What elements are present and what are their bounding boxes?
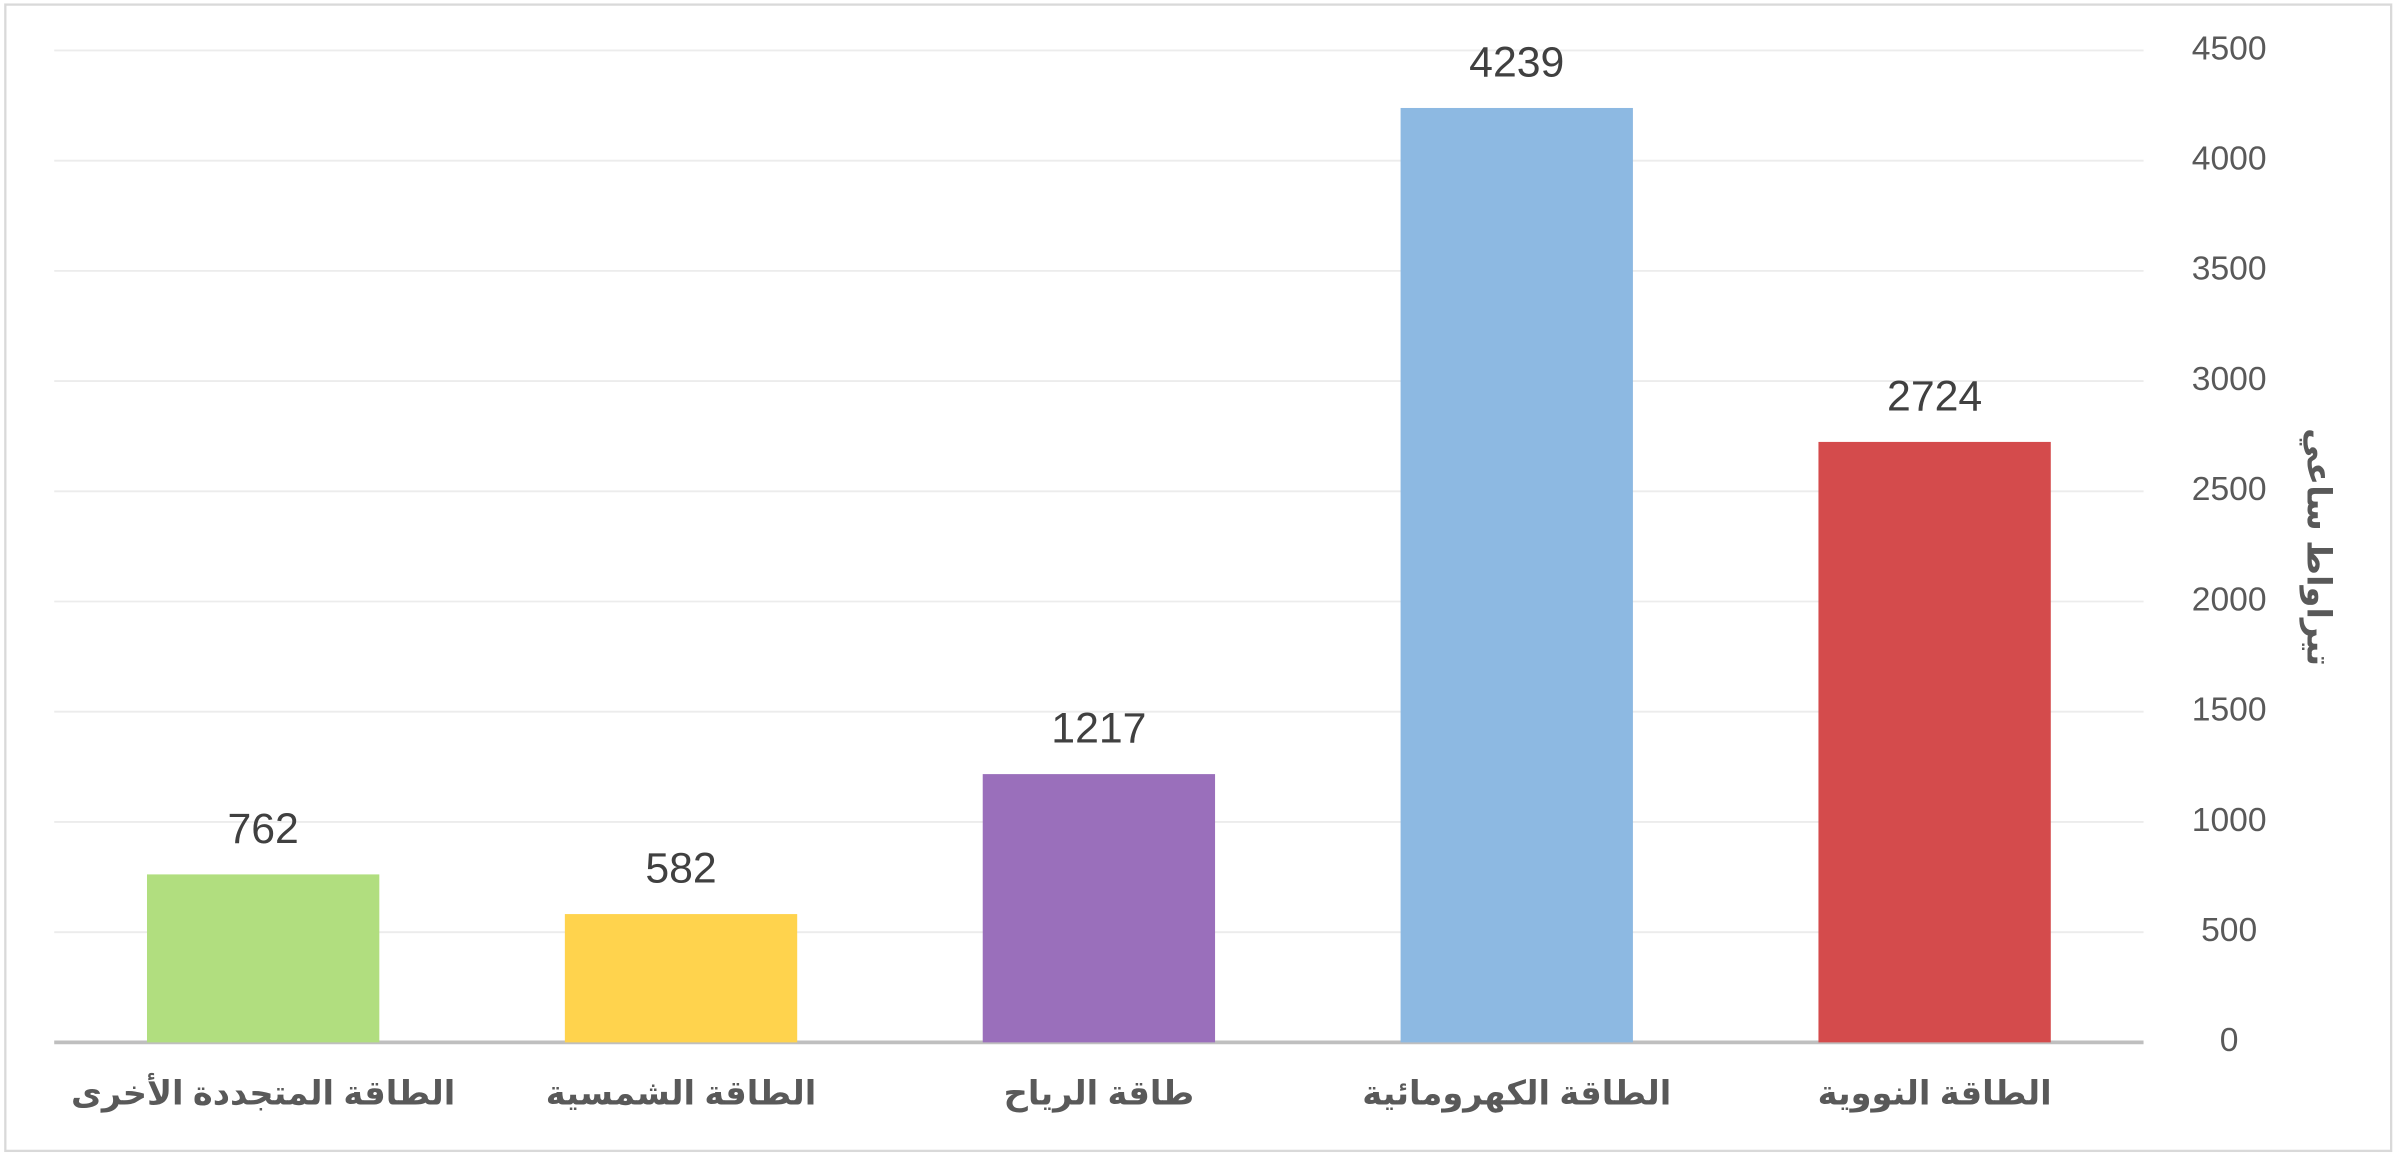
y-tick-label: 3500 [2192,251,2267,288]
y-tick-label: 4500 [2192,30,2267,67]
bar [564,914,798,1043]
y-tick-label: 1000 [2192,802,2267,839]
x-tick-label: الطاقة الكهرومائية [1362,1076,1671,1114]
bar [1818,441,2051,1043]
x-tick-label: الطاقة النووية [1818,1076,2052,1114]
y-axis-title: تيراواط ساعي [2298,428,2336,666]
y-tick-label: 4000 [2192,141,2267,178]
bar [982,774,1216,1043]
data-label: 582 [645,845,716,893]
y-tick-label: 0 [2220,1022,2239,1059]
y-tick-label: 3000 [2192,361,2267,398]
y-tick-label: 1500 [2192,692,2267,729]
data-label: 2724 [1887,372,1982,420]
bar [146,874,380,1043]
y-tick-label: 500 [2201,912,2257,949]
x-tick-label: الطاقة الشمسية [546,1076,816,1113]
bar [1400,107,1633,1043]
x-tick-label: الطاقة المتجددة الأخرى [71,1072,455,1114]
data-label: 762 [227,805,298,853]
data-label: 4239 [1469,38,1564,86]
data-label: 1217 [1051,705,1146,753]
x-tick-label: طاقة الرياح [1004,1076,1195,1114]
y-tick-label: 2000 [2192,581,2267,618]
y-tick-label: 2500 [2192,471,2267,508]
